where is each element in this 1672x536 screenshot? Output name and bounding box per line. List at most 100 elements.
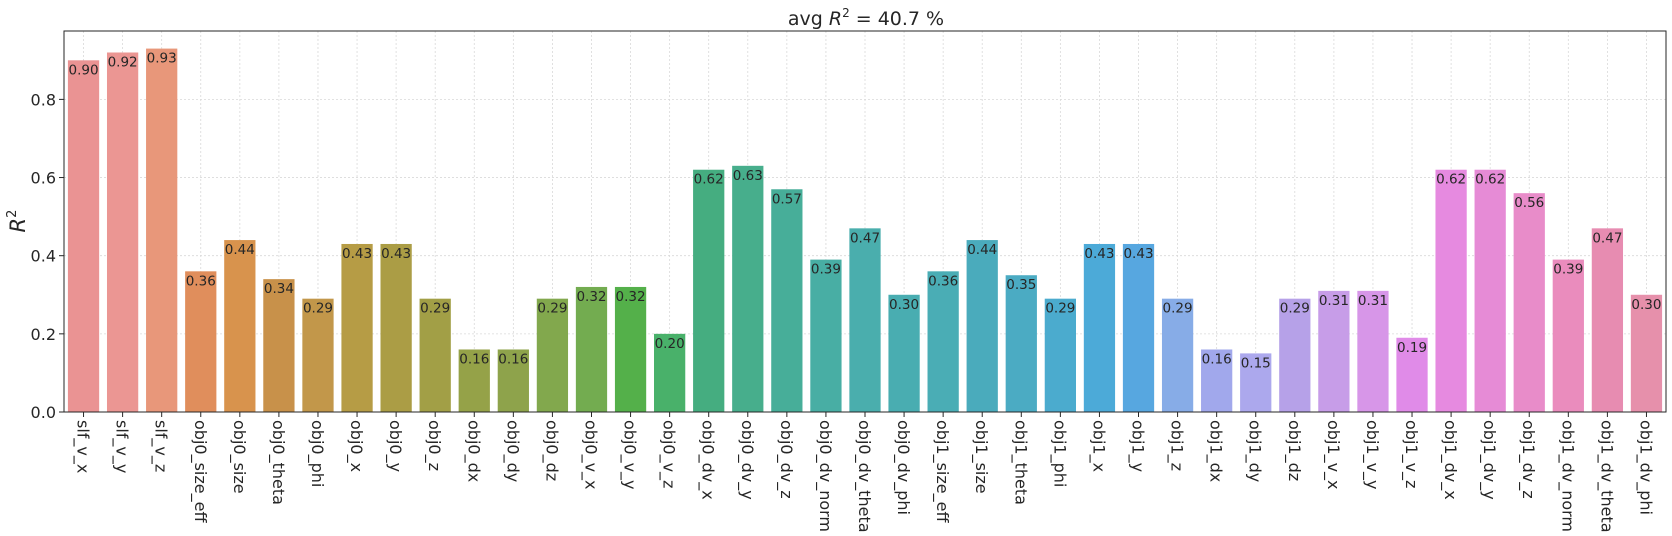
bar bbox=[614, 286, 647, 412]
bar bbox=[1318, 290, 1350, 412]
x-tick-label: obj0_y bbox=[385, 420, 405, 472]
bar-value-label: 0.39 bbox=[1553, 262, 1583, 278]
x-tick-label: obj1_dy bbox=[1245, 420, 1265, 482]
x-tick-label: obj1_dv_y bbox=[1479, 420, 1499, 500]
bar bbox=[1044, 298, 1076, 412]
x-tick-label: obj0_dv_z bbox=[776, 420, 796, 499]
x-tick-label: slf_v_y bbox=[112, 420, 132, 473]
bar-value-label: 0.47 bbox=[1592, 230, 1622, 246]
bar bbox=[732, 165, 764, 412]
x-tick-label: obj0_dx bbox=[463, 420, 483, 482]
bar-value-label: 0.29 bbox=[420, 301, 450, 317]
y-tick-label: 0.2 bbox=[31, 325, 56, 344]
bar-value-label: 0.57 bbox=[772, 191, 802, 207]
bar bbox=[1201, 349, 1233, 412]
bar-value-label: 0.30 bbox=[889, 297, 919, 313]
bar-value-label: 0.56 bbox=[1514, 195, 1544, 211]
bars bbox=[67, 48, 1663, 413]
bar-value-label: 0.43 bbox=[1123, 246, 1153, 262]
bar-value-label: 0.31 bbox=[1358, 293, 1388, 309]
bar-value-label: 0.31 bbox=[1319, 293, 1349, 309]
x-tick-label: obj0_theta bbox=[268, 420, 288, 505]
bar bbox=[1513, 193, 1545, 412]
bar-value-label: 0.93 bbox=[147, 51, 177, 67]
x-tick-label: slf_v_z bbox=[151, 420, 171, 472]
x-tick-label: obj1_x bbox=[1088, 420, 1108, 472]
x-tick-label: obj0_v_y bbox=[620, 420, 640, 490]
bar-value-label: 0.29 bbox=[537, 301, 567, 317]
bar bbox=[1552, 259, 1584, 412]
bar bbox=[1122, 243, 1155, 412]
x-tick-label: obj0_dz bbox=[541, 420, 561, 481]
x-tick-label: obj0_x bbox=[346, 420, 366, 472]
x-tick-label: obj1_dv_phi bbox=[1635, 420, 1655, 515]
bar-value-label: 0.36 bbox=[186, 273, 216, 289]
bar-value-label: 0.92 bbox=[108, 54, 138, 70]
x-tick-label: obj1_dv_x bbox=[1440, 420, 1460, 500]
bar-value-label: 0.20 bbox=[655, 336, 685, 352]
bar bbox=[67, 60, 100, 413]
x-tick-label: obj1_theta bbox=[1010, 420, 1030, 505]
bar-value-label: 0.43 bbox=[381, 246, 411, 262]
bar-value-label: 0.35 bbox=[1006, 277, 1036, 293]
bar-value-label: 0.15 bbox=[1241, 355, 1271, 371]
y-tick-label: 0.0 bbox=[31, 403, 56, 422]
bar-value-label: 0.39 bbox=[811, 262, 841, 278]
x-axis: slf_v_x slf_v_y slf_v_z obj0_size_eff obj0_s… bbox=[73, 412, 1655, 533]
x-tick-label: obj0_size bbox=[229, 420, 249, 494]
bar bbox=[810, 259, 842, 412]
bar bbox=[849, 228, 881, 412]
bar-value-label: 0.29 bbox=[303, 301, 333, 317]
bar bbox=[1396, 337, 1428, 412]
bar-value-label: 0.30 bbox=[1631, 297, 1661, 313]
bar bbox=[927, 271, 959, 412]
bar bbox=[1279, 298, 1311, 412]
bar bbox=[1435, 169, 1467, 412]
bar bbox=[536, 298, 569, 412]
bar-value-label: 0.16 bbox=[1202, 351, 1232, 367]
bar-value-label: 0.16 bbox=[459, 351, 489, 367]
bar bbox=[1591, 228, 1624, 412]
y-tick-label: 0.8 bbox=[31, 90, 56, 109]
x-tick-label: obj0_phi bbox=[307, 420, 327, 487]
bar-value-label: 0.44 bbox=[225, 242, 255, 258]
bar bbox=[966, 240, 998, 412]
bar bbox=[341, 243, 373, 412]
x-tick-label: obj0_dv_norm bbox=[815, 420, 835, 532]
x-tick-label: obj0_z bbox=[424, 420, 444, 471]
y-tick-label: 0.4 bbox=[31, 247, 56, 266]
x-tick-label: obj1_v_z bbox=[1401, 420, 1421, 488]
bar-value-label: 0.32 bbox=[576, 289, 606, 305]
bar bbox=[1240, 353, 1272, 412]
y-axis: 0.0 0.2 0.4 0.6 0.8 bbox=[31, 90, 64, 422]
bar-value-label: 0.19 bbox=[1397, 340, 1427, 356]
bar bbox=[1083, 243, 1116, 412]
bar bbox=[380, 243, 412, 412]
x-tick-label: obj0_dv_theta bbox=[854, 420, 874, 532]
x-tick-label: obj1_dx bbox=[1206, 420, 1226, 482]
bar bbox=[654, 333, 686, 412]
bar bbox=[1357, 290, 1389, 412]
bar-value-label: 0.62 bbox=[694, 172, 724, 188]
bar bbox=[1161, 298, 1194, 412]
x-tick-label: obj1_size bbox=[971, 420, 991, 494]
x-tick-label: slf_v_x bbox=[73, 420, 93, 473]
bar bbox=[497, 349, 529, 412]
x-tick-label: obj0_size_eff bbox=[190, 420, 210, 523]
bar-value-label: 0.44 bbox=[967, 242, 997, 258]
bar-value-label: 0.29 bbox=[1280, 301, 1310, 317]
bar-value-label: 0.90 bbox=[69, 62, 99, 78]
x-tick-label: obj0_dv_x bbox=[698, 420, 718, 500]
chart-title: avg R2 = 40.7 % bbox=[788, 6, 944, 30]
x-tick-label: obj1_phi bbox=[1049, 420, 1069, 487]
x-tick-label: obj1_dv_theta bbox=[1596, 420, 1616, 532]
x-tick-label: obj1_size_eff bbox=[932, 420, 952, 523]
y-axis-label: R2 bbox=[5, 210, 30, 233]
bar-value-label: 0.43 bbox=[1084, 246, 1114, 262]
bar bbox=[1630, 294, 1663, 412]
bar bbox=[888, 294, 920, 412]
bar bbox=[693, 169, 725, 412]
x-tick-label: obj0_dv_phi bbox=[893, 420, 913, 515]
bar-value-label: 0.47 bbox=[850, 230, 880, 246]
